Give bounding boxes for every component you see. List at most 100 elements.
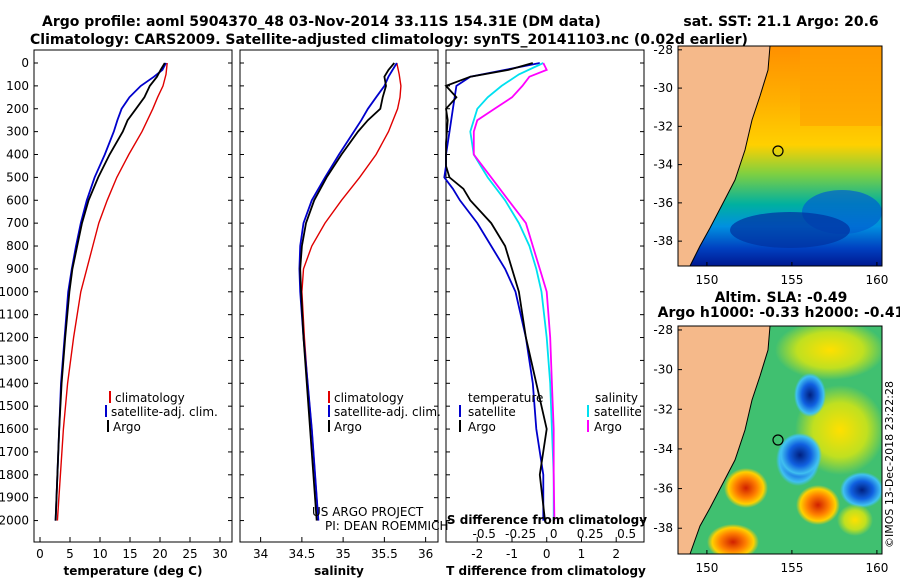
s-tick-label: 0 — [550, 527, 558, 541]
lat-tick-label: -28 — [653, 323, 673, 337]
temperature-curves — [54, 62, 168, 521]
depth-tick-label: 300 — [6, 125, 29, 139]
float-position-marker — [772, 145, 784, 157]
temperature-xlabel: temperature (deg C) — [64, 564, 203, 578]
salinity-curves — [298, 62, 402, 521]
legend-salinity-heading: salinity — [595, 391, 638, 405]
lat-tick-label: -36 — [653, 196, 673, 210]
depth-tick-label: 600 — [6, 193, 29, 207]
sla-latitude-axis: -28 -30 -32 -34 -36 -38 — [653, 323, 682, 535]
x-tick-label: 30 — [212, 547, 227, 561]
legend-climatology: climatology — [115, 391, 185, 405]
x-tick-label: 35 — [335, 547, 350, 561]
depth-tick-label: 700 — [6, 216, 29, 230]
legend-argo: Argo — [113, 420, 141, 434]
depth-tick-label: 1100 — [0, 308, 29, 322]
sst-latitude-axis: -28 -30 -32 -34 -36 -38 — [653, 43, 682, 248]
x-tick-label: -1 — [506, 547, 518, 561]
x-tick-label: 0 — [36, 547, 44, 561]
x-tick-label: 35.5 — [371, 547, 398, 561]
series-satellite — [54, 62, 167, 521]
series-s-satellite — [469, 62, 555, 521]
depth-tick-label: 900 — [6, 262, 29, 276]
lat-tick-label: -34 — [653, 158, 673, 172]
x-tick-label: 0 — [543, 547, 551, 561]
legend-argo: Argo — [334, 420, 362, 434]
figure-title-line2: Climatology: CARS2009. Satellite-adjuste… — [30, 32, 748, 48]
sla-map-title2: Argo h1000: -0.33 h2000: -0.41 — [658, 305, 900, 321]
x-tick-label: 34.5 — [289, 547, 316, 561]
s-tick-label: 0.25 — [577, 527, 604, 541]
lat-tick-label: -38 — [653, 521, 673, 535]
sla-longitude-axis: 150 155 160 — [695, 550, 888, 575]
series-t-satellite — [443, 62, 545, 521]
figure-title-line1: Argo profile: aoml 5904370_48 03-Nov-201… — [42, 14, 601, 30]
x-tick-label: 25 — [182, 547, 197, 561]
lat-tick-label: -30 — [653, 81, 673, 95]
lon-tick-label: 160 — [865, 561, 888, 575]
legend-temperature-heading: temperature — [468, 391, 543, 405]
lat-tick-label: -30 — [653, 363, 673, 377]
depth-tick-label: 500 — [6, 170, 29, 184]
x-tick-label: 1 — [578, 547, 586, 561]
depth-tick-label: 800 — [6, 239, 29, 253]
lat-tick-label: -36 — [653, 482, 673, 496]
depth-tick-label: 1000 — [0, 285, 29, 299]
sla-map-title1: Altim. SLA: -0.49 — [715, 290, 848, 306]
legend-t-argo: Argo — [468, 420, 496, 434]
temperature-legend: climatology satellite-adj. clim. Argo — [105, 391, 218, 434]
lon-tick-label: 155 — [780, 561, 803, 575]
legend-s-argo: Argo — [594, 420, 622, 434]
series-argo — [299, 62, 395, 521]
depth-tick-label: 1300 — [0, 353, 29, 367]
salinity-x-axis: 34 34.5 35 35.5 36 — [253, 537, 433, 561]
x-tick-label: 36 — [418, 547, 433, 561]
sla-map — [678, 326, 882, 554]
s-difference-x-axis: -0.5 -0.25 0 0.25 0.5 — [472, 527, 636, 541]
salinity-panel — [239, 49, 439, 543]
credit-line2: PI: DEAN ROEMMICH — [325, 519, 448, 533]
s-tick-label: -0.5 — [472, 527, 495, 541]
depth-tick-label: 1800 — [0, 468, 29, 482]
x-tick-label: -2 — [471, 547, 483, 561]
legend-satellite: satellite-adj. clim. — [111, 405, 218, 419]
imos-credit: ©IMOS 13-Dec-2018 23:22:28 — [883, 381, 896, 548]
x-tick-label: 5 — [66, 547, 74, 561]
depth-tick-label: 1700 — [0, 445, 29, 459]
series-argo — [54, 62, 166, 521]
series-t-argo — [444, 62, 548, 521]
lon-tick-label: 155 — [780, 273, 803, 287]
x-tick-label: 15 — [122, 547, 137, 561]
depth-tick-label: 200 — [6, 102, 29, 116]
series-climatology — [56, 62, 168, 521]
depth-tick-label: 1600 — [0, 422, 29, 436]
depth-tick-label: 1500 — [0, 399, 29, 413]
depth-tick-label: 1900 — [0, 491, 29, 505]
difference-legend: temperature satellite Argo salinity sate… — [459, 391, 642, 434]
lat-tick-label: -34 — [653, 442, 673, 456]
credit-line1: US ARGO PROJECT — [312, 505, 424, 519]
x-tick-label: 10 — [92, 547, 107, 561]
t-difference-xlabel: T difference from climatology — [446, 564, 646, 578]
sst-map — [678, 46, 882, 266]
temperature-x-axis: 0 5 10 15 20 25 30 — [36, 537, 228, 561]
depth-tick-label: 100 — [6, 79, 29, 93]
depth-tick-label: 1400 — [0, 376, 29, 390]
depth-tick-label: 400 — [6, 148, 29, 162]
lon-tick-label: 150 — [695, 273, 718, 287]
x-tick-label: 2 — [612, 547, 620, 561]
salinity-xlabel: salinity — [314, 564, 364, 578]
depth-tick-label: 0 — [21, 56, 29, 70]
float-position-marker — [772, 434, 784, 446]
difference-panel — [445, 49, 645, 543]
legend-satellite: satellite-adj. clim. — [334, 405, 441, 419]
s-tick-label: 0.5 — [617, 527, 636, 541]
lat-tick-label: -28 — [653, 43, 673, 57]
legend-climatology: climatology — [334, 391, 404, 405]
s-difference-label: S difference from climatology — [447, 513, 647, 527]
lat-tick-label: -38 — [653, 234, 673, 248]
s-tick-label: -0.25 — [505, 527, 536, 541]
difference-curves — [443, 62, 556, 521]
series-s-argo — [472, 62, 556, 521]
